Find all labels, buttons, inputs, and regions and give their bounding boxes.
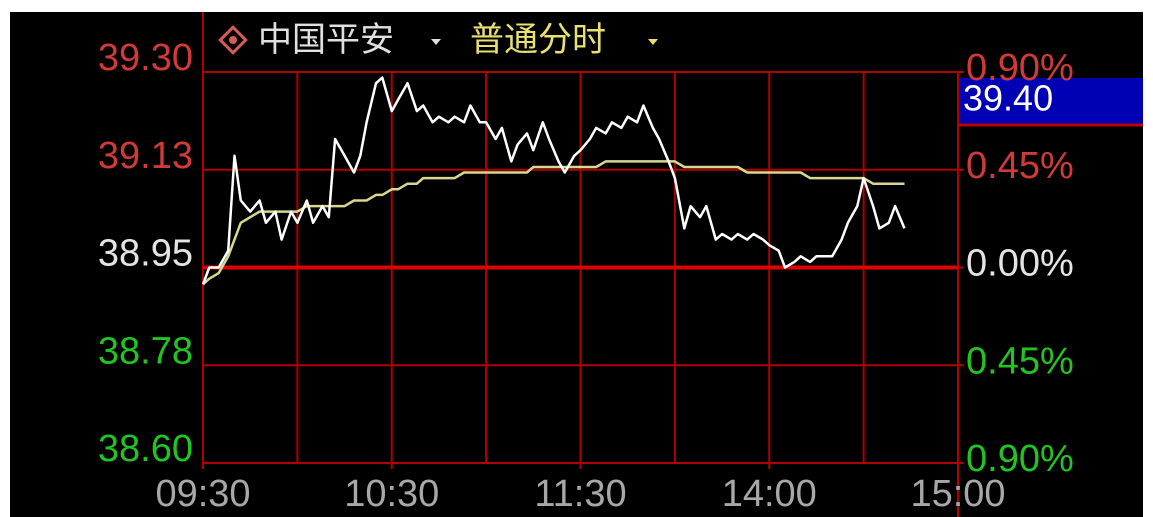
grid [202, 12, 959, 517]
x-tick-label: 11:30 [534, 473, 626, 515]
view-mode[interactable]: 普通分时 [470, 21, 606, 59]
y2-tick-label: 0.90% [966, 438, 1074, 480]
price-box [958, 78, 1143, 125]
x-tick-label: 15:00 [910, 473, 1005, 515]
price-line [202, 160, 905, 286]
y2-tick-label: 0.90% [966, 47, 1074, 89]
chart-background [10, 12, 1143, 517]
y-tick-label: 38.95 [98, 233, 193, 275]
y-tick-label: 39.13 [98, 135, 193, 177]
current-price: 39.40 [963, 78, 1053, 119]
y-tick-label: 39.30 [98, 37, 193, 79]
y-tick-label: 38.60 [98, 428, 193, 470]
y2-tick-label: 0.45% [966, 340, 1074, 382]
stock-icon [218, 25, 248, 55]
y2-tick-label: 0.45% [966, 145, 1074, 187]
stock-name[interactable]: 中国平安 [258, 21, 394, 59]
dropdown-arrow[interactable] [431, 39, 441, 45]
y2-tick-label: 0.00% [966, 243, 1074, 285]
x-tick-label: 09:30 [155, 473, 250, 515]
x-tick-label: 10:30 [344, 473, 439, 515]
price-line [201, 76, 906, 285]
dropdown-arrow[interactable] [648, 39, 658, 45]
x-tick-label: 14:00 [722, 473, 817, 515]
y-tick-label: 38.78 [98, 330, 193, 372]
